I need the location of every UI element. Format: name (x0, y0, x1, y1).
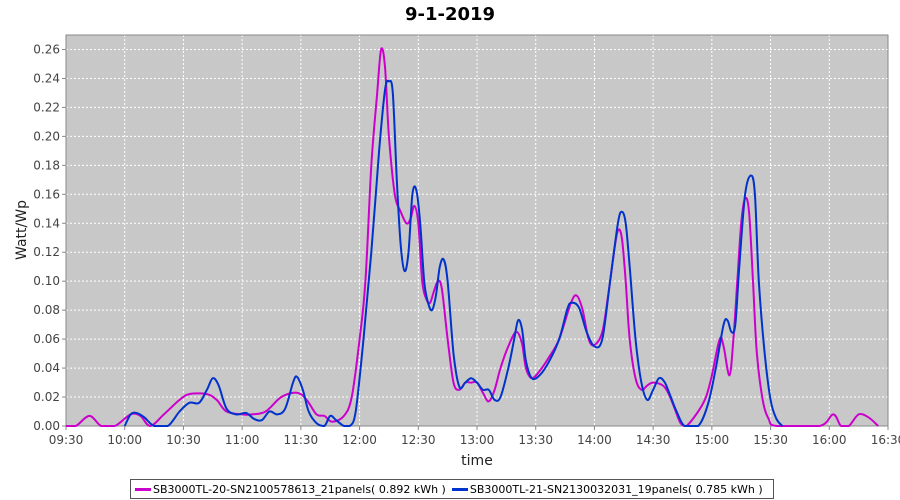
y-tick-label: 0.22 (33, 100, 60, 114)
x-tick-label: 13:30 (518, 433, 553, 447)
y-tick-label: 0.24 (33, 71, 60, 85)
legend-label-series-1: SB3000TL-20-SN2100578613_21panels( 0.892… (153, 482, 446, 496)
x-tick-label: 12:30 (401, 433, 436, 447)
x-tick-label: 11:30 (284, 433, 319, 447)
x-tick-label: 14:30 (636, 433, 671, 447)
y-tick-label: 0.20 (33, 129, 60, 143)
x-tick-label: 16:30 (871, 433, 900, 447)
legend-label-series-2: SB3000TL-21-SN2130032031_19panels( 0.785… (469, 482, 763, 496)
y-tick-label: 0.16 (33, 187, 60, 201)
y-tick-label: 0.04 (33, 361, 60, 375)
series-line-2 (123, 79, 784, 427)
x-tick-label: 13:00 (460, 433, 495, 447)
x-tick-label: 15:00 (695, 433, 730, 447)
x-tick-label: 14:00 (577, 433, 612, 447)
legend-item-series-1: SB3000TL-20-SN2100578613_21panels( 0.892… (135, 483, 446, 496)
y-tick-label: 0.08 (33, 303, 60, 317)
y-axis-title: Watt/Wp (14, 200, 30, 260)
y-tick-label: 0.06 (33, 332, 60, 346)
y-tick-label: 0.26 (33, 42, 60, 56)
y-tick-label: 0.00 (33, 419, 60, 433)
x-tick-label: 10:00 (107, 433, 142, 447)
x-tick-label: 12:00 (342, 433, 377, 447)
plot-frame (65, 34, 889, 427)
legend-swatch-magenta (135, 487, 151, 491)
y-tick-label: 0.12 (33, 245, 60, 259)
legend-item-series-2: SB3000TL-21-SN2130032031_19panels( 0.785… (451, 482, 763, 496)
x-tick-label: 15:30 (753, 433, 788, 447)
chart-title: 9-1-2019 (404, 4, 496, 25)
y-tick-label: 0.18 (33, 158, 60, 172)
series-line-1 (66, 47, 879, 427)
y-tick-label: 0.10 (33, 274, 60, 288)
x-axis-title: time (461, 453, 493, 469)
y-tick-label: 0.14 (33, 216, 60, 230)
legend-swatch-blue (451, 487, 468, 491)
plot-area: 0.00 0.02 0.04 0.06 0.08 0.10 0.12 0.14 0.16 0.18… (33, 34, 900, 447)
x-tick-label: 16:00 (812, 433, 847, 447)
x-tick-label: 11:00 (225, 433, 260, 447)
legend: SB3000TL-20-SN2100578613_21panels( 0.892… (130, 479, 774, 499)
x-tick-label: 10:30 (166, 433, 201, 447)
y-tick-label: 0.02 (33, 390, 60, 404)
x-tick-label: 09:30 (49, 433, 84, 447)
